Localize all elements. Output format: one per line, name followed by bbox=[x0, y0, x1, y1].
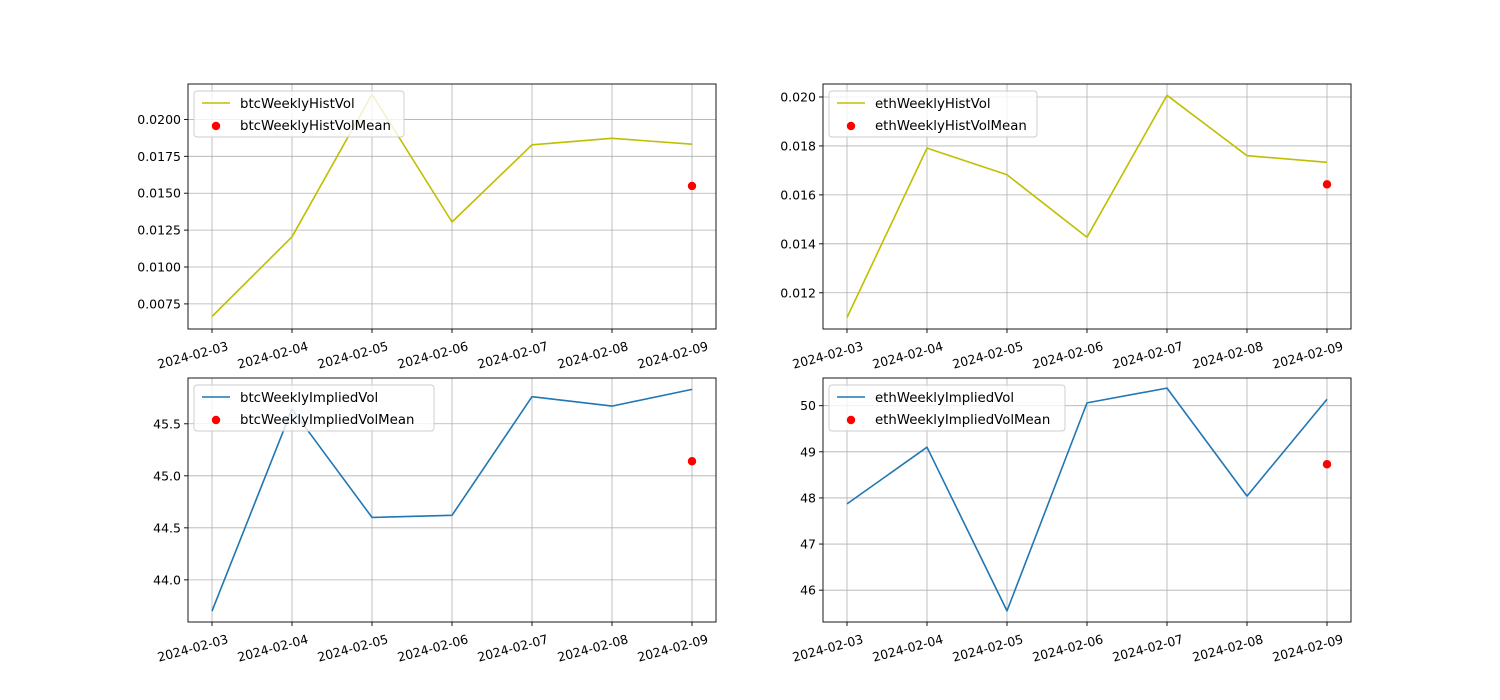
y-tick-label: 44.0 bbox=[153, 572, 181, 587]
legend-marker-swatch bbox=[846, 121, 856, 131]
y-tick-label: 0.0100 bbox=[137, 260, 181, 275]
series-line-btcWeeklyHistVol bbox=[211, 93, 693, 318]
legend: ethWeeklyImpliedVol ethWeeklyImpliedVolMe… bbox=[828, 384, 1066, 432]
legend-label: ethWeeklyHistVolMean bbox=[875, 119, 1027, 134]
legend-label: btcWeeklyHistVolMean bbox=[240, 119, 391, 134]
y-tick-label: 49 bbox=[800, 444, 816, 459]
y-tick-label: 0.0125 bbox=[137, 223, 181, 238]
legend: ethWeeklyHistVol ethWeeklyHistVolMean bbox=[828, 90, 1038, 138]
legend-box bbox=[193, 384, 435, 432]
y-tick-label: 44.5 bbox=[153, 520, 181, 535]
legend-label: ethWeeklyImpliedVolMean bbox=[875, 413, 1050, 428]
y-tick-label: 0.0075 bbox=[137, 296, 181, 311]
y-tick-label: 46 bbox=[800, 583, 816, 598]
y-tick-label: 0.0175 bbox=[137, 149, 181, 164]
series-point-btcWeeklyImpliedVolMean bbox=[687, 457, 697, 466]
legend: btcWeeklyImpliedVol btcWeeklyImpliedVolMe… bbox=[193, 384, 435, 432]
legend: btcWeeklyHistVol btcWeeklyHistVolMean bbox=[193, 90, 405, 138]
y-tick-label: 45.5 bbox=[153, 416, 181, 431]
y-tick-label: 47 bbox=[800, 537, 816, 552]
y-tick-label: 0.014 bbox=[780, 236, 816, 251]
legend-label: btcWeeklyImpliedVol bbox=[240, 391, 378, 406]
y-tick-label: 50 bbox=[800, 398, 816, 413]
series-point-btcWeeklyHistVolMean bbox=[687, 181, 697, 191]
y-tick-label: 0.020 bbox=[780, 89, 816, 104]
legend-marker-swatch bbox=[846, 415, 856, 425]
legend-box bbox=[828, 384, 1066, 432]
legend-label: ethWeeklyImpliedVol bbox=[875, 391, 1014, 406]
legend-label: btcWeeklyImpliedVolMean bbox=[240, 413, 414, 428]
y-tick-label: 0.0150 bbox=[137, 186, 181, 201]
y-tick-label: 45.0 bbox=[153, 468, 181, 483]
series-point-ethWeeklyHistVolMean bbox=[1322, 180, 1332, 189]
legend-label: btcWeeklyHistVol bbox=[240, 97, 355, 112]
legend-box bbox=[828, 90, 1038, 138]
series-line-ethWeeklyImpliedVol bbox=[846, 387, 1328, 612]
y-tick-label: 0.012 bbox=[780, 285, 816, 300]
y-tick-label: 0.018 bbox=[780, 138, 816, 153]
legend-marker-swatch bbox=[211, 121, 221, 131]
series-point-ethWeeklyImpliedVolMean bbox=[1322, 460, 1332, 469]
legend-box bbox=[193, 90, 405, 138]
legend-marker-swatch bbox=[211, 415, 221, 425]
y-tick-label: 0.0200 bbox=[137, 112, 181, 127]
legend-label: ethWeeklyHistVol bbox=[875, 97, 991, 112]
y-tick-label: 0.016 bbox=[780, 187, 816, 202]
series-line-ethWeeklyHistVol bbox=[846, 94, 1328, 318]
y-tick-label: 48 bbox=[800, 490, 816, 505]
